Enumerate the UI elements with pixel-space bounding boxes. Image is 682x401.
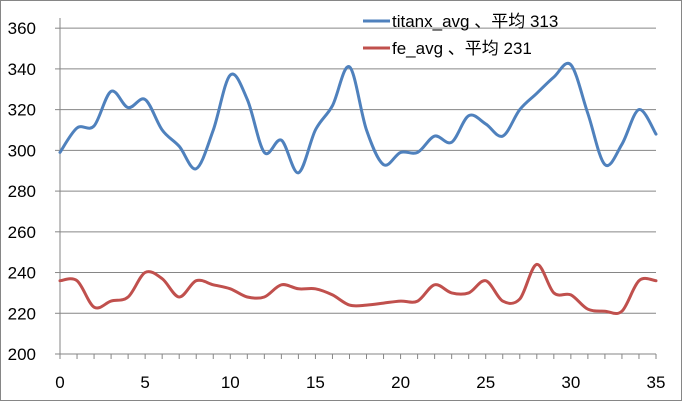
y-tick-label: 200 — [8, 345, 36, 364]
legend-label: titanx_avg 、平均 313 — [392, 12, 558, 31]
x-tick-label: 5 — [140, 373, 149, 392]
x-tick-label: 0 — [55, 373, 64, 392]
y-tick-label: 240 — [8, 264, 36, 283]
y-tick-labels: 200 220 240 260 280 300 320 340 360 — [8, 19, 36, 364]
gridlines — [60, 27, 656, 314]
series-lines — [58, 61, 658, 316]
x-tick-labels: 0 5 10 15 20 25 30 35 — [55, 373, 665, 392]
y-tick-label: 300 — [8, 141, 36, 160]
x-tick-label: 35 — [647, 373, 666, 392]
y-tick-label: 220 — [8, 304, 36, 323]
y-tick-label: 340 — [8, 60, 36, 79]
y-tick-label: 280 — [8, 182, 36, 201]
legend: titanx_avg 、平均 313 fe_avg 、平均 231 — [363, 12, 558, 58]
x-tick-label: 15 — [306, 373, 325, 392]
x-tick-label: 20 — [391, 373, 410, 392]
legend-label: fe_avg 、平均 231 — [392, 39, 532, 58]
y-tick-label: 360 — [8, 19, 36, 38]
series-line-1 — [58, 262, 658, 316]
x-tick-label: 30 — [561, 373, 580, 392]
y-tick-label: 260 — [8, 223, 36, 242]
series-line-0 — [58, 61, 658, 175]
y-tick-label: 320 — [8, 101, 36, 120]
x-tick-label: 10 — [221, 373, 240, 392]
x-tick-label: 25 — [476, 373, 495, 392]
axes — [55, 18, 657, 359]
